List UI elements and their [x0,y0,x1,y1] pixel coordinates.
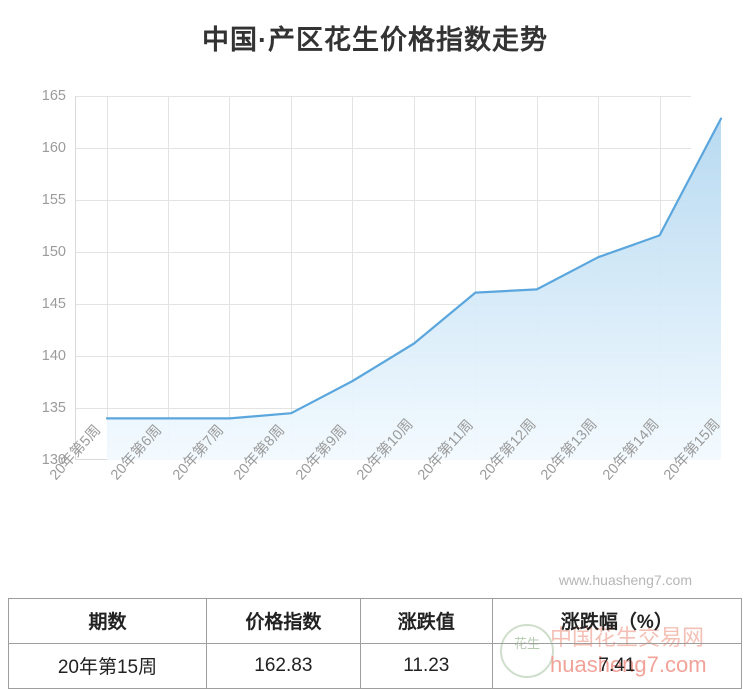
watermark-url: www.huasheng7.com [558,572,692,588]
summary-table: 期数 价格指数 涨跌值 涨跌幅（%） 20年第15周 162.83 11.23 … [8,598,743,689]
chart-plot-area [75,96,723,460]
gridline-horizontal [76,252,691,253]
table-cell-period: 20年第15周 [8,643,207,689]
gridline-vertical [352,96,353,460]
page-title: 中国·产区花生价格指数走势 [202,25,548,55]
gridline-vertical [229,96,230,460]
gridline-horizontal [76,96,691,97]
y-axis-tick-label: 140 [41,348,66,364]
gridline-horizontal [76,200,691,201]
table-row: 20年第15周 162.83 11.23 7.41 [8,643,743,689]
gridline-vertical [414,96,415,460]
gridline-vertical [475,96,476,460]
table-header-cell: 价格指数 [205,598,361,644]
table-cell-change-pct: 7.41 [491,643,743,689]
y-axis-tick-label: 145 [41,296,66,312]
table-cell-change: 11.23 [359,643,493,689]
gridline-vertical [168,96,169,460]
table-header-row: 期数 价格指数 涨跌值 涨跌幅（%） [8,598,743,644]
y-axis-tick-label: 165 [41,88,66,104]
y-axis-tick-label: 135 [41,400,66,416]
y-axis-tick-label: 160 [41,140,66,156]
gridline-horizontal [76,304,691,305]
price-index-series [105,117,723,460]
gridline-horizontal [76,148,691,149]
table-header-cell: 涨跌幅（%） [491,598,743,644]
x-axis-ticks: 20年第5周 20年第6周 20年第7周 20年第8周 20年第9周 20年第10周 20年… [0,416,750,582]
y-axis-tick-label: 130 [41,452,66,468]
series-line [105,117,723,420]
area-fill [107,118,721,460]
y-axis-tick-label: 155 [41,192,66,208]
chart-plot-wrap [75,96,723,460]
gridline-vertical [291,96,292,460]
y-axis-tick-label: 150 [41,244,66,260]
table-cell-index: 162.83 [205,643,361,689]
gridline-vertical [107,96,108,460]
table-header-cell: 期数 [8,598,207,644]
table-header-cell: 涨跌值 [359,598,493,644]
gridline-horizontal [76,356,691,357]
gridline-vertical [537,96,538,460]
